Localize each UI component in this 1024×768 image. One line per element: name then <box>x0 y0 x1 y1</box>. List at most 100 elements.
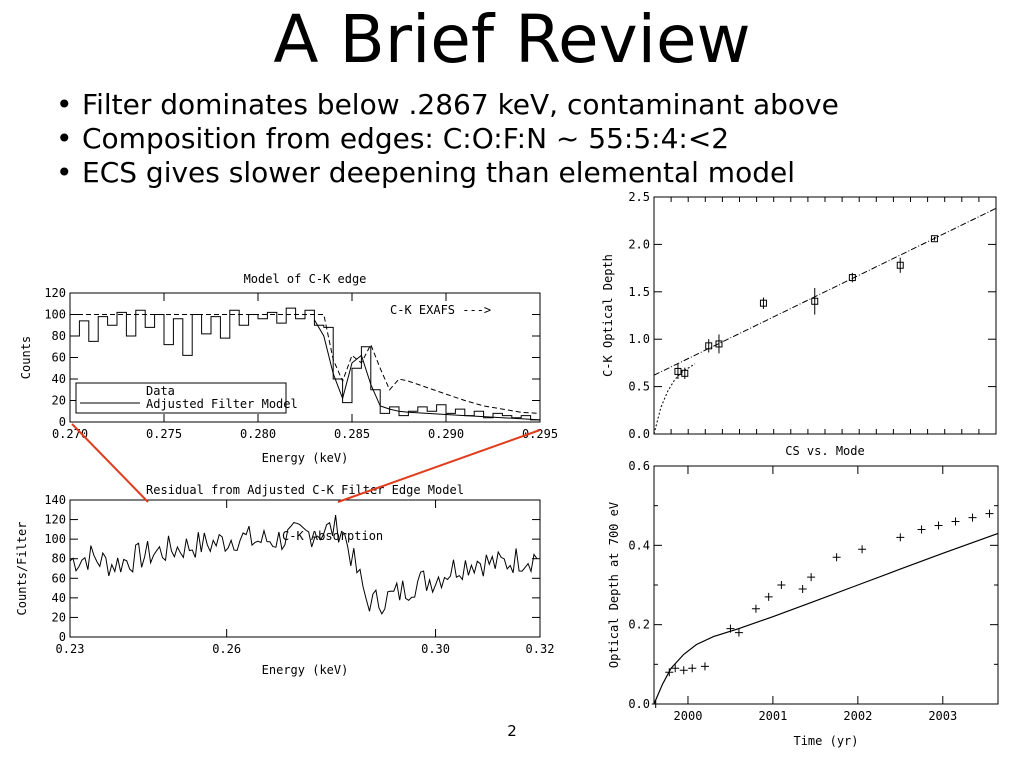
data-point <box>705 342 713 350</box>
y-axis-label: Counts/Filter <box>15 522 29 616</box>
y-tick-label: 40 <box>52 372 66 386</box>
data-point <box>665 668 674 677</box>
legend-entry: Data <box>146 384 175 398</box>
chart-title: Model of C-K edge <box>244 272 367 286</box>
zoom-connector-line <box>71 423 149 503</box>
y-tick-label: 1.5 <box>628 285 650 299</box>
y-tick-label: 60 <box>52 351 66 365</box>
y-tick-label: 2.5 <box>628 190 650 204</box>
y-tick-label: 20 <box>52 610 66 624</box>
x-tick-label: 0.23 <box>56 642 85 656</box>
data-point <box>896 261 904 269</box>
y-tick-label: 0.0 <box>628 697 650 711</box>
x-tick-label: 0.285 <box>334 427 370 441</box>
y-tick-label: 0 <box>59 415 66 429</box>
x-tick-label: 0.280 <box>240 427 276 441</box>
x-tick-label: 0.275 <box>146 427 182 441</box>
legend-entry: Adjusted Filter Model <box>146 397 298 411</box>
y-tick-label: 120 <box>44 286 66 300</box>
slide-title: A Brief Review <box>273 1 751 78</box>
y-tick-label: 0.5 <box>628 380 650 394</box>
annotation-label: C-K Absorption <box>282 529 383 543</box>
x-tick-label: 0.26 <box>212 642 241 656</box>
y-tick-label: 80 <box>52 552 66 566</box>
series-line-1 <box>69 515 538 615</box>
y-tick-label: 0.0 <box>628 427 650 441</box>
data-point <box>679 666 688 675</box>
data-point <box>934 521 943 530</box>
data-point <box>764 592 773 601</box>
y-tick-label: 0.6 <box>628 459 650 473</box>
chart-title: CS vs. Mode <box>785 444 864 458</box>
bullet-list: Filter dominates below .2867 keV, contam… <box>56 88 839 190</box>
data-point <box>671 664 680 673</box>
data-point <box>777 581 786 589</box>
plot-frame <box>653 196 997 435</box>
y-tick-label: 40 <box>52 591 66 605</box>
data-point <box>688 664 697 673</box>
series-line-3 <box>313 319 541 421</box>
data-point <box>674 367 682 375</box>
y-tick-label: 20 <box>52 394 66 408</box>
data-point <box>651 700 660 708</box>
chart-title: Residual from Adjusted C-K Filter Edge M… <box>146 483 464 497</box>
series-line-2 <box>70 314 541 414</box>
y-tick-label: 140 <box>44 493 66 507</box>
y-tick-label: 0.2 <box>628 618 650 632</box>
data-point <box>896 533 905 542</box>
data-point <box>681 369 689 377</box>
x-axis-label: Energy (keV) <box>262 451 349 465</box>
bullet-item: Filter dominates below .2867 keV, contam… <box>56 88 839 122</box>
plot-frame <box>653 465 999 705</box>
data-point <box>734 628 743 637</box>
y-tick-label: 0.4 <box>628 538 650 552</box>
fit-line <box>653 207 997 376</box>
page-number: 2 <box>507 722 517 740</box>
x-tick-label: 0.32 <box>526 642 555 656</box>
y-tick-label: 100 <box>44 308 66 322</box>
y-tick-label: 120 <box>44 513 66 527</box>
model-curve <box>653 532 999 705</box>
plot-frame <box>69 499 541 638</box>
x-tick-label: 2002 <box>843 709 872 723</box>
x-tick-label: 0.290 <box>428 427 464 441</box>
y-axis-label: Optical Depth at 700 eV <box>607 502 621 668</box>
data-point <box>985 509 994 518</box>
x-axis-label: Energy (keV) <box>262 663 349 677</box>
y-tick-label: 100 <box>44 532 66 546</box>
data-point <box>917 525 926 534</box>
zoom-connector-line <box>337 429 541 503</box>
data-point <box>858 545 867 554</box>
data-point <box>759 299 767 307</box>
data-point <box>848 274 856 282</box>
data-point <box>715 340 723 348</box>
bullet-item: Composition from edges: C:O:F:N ~ 55:5:4… <box>56 122 839 156</box>
x-axis-label: Time (yr) <box>793 734 858 748</box>
bullet-item: ECS gives slower deepening than elementa… <box>56 156 839 190</box>
data-point <box>930 235 938 243</box>
data-point <box>700 662 709 671</box>
x-tick-label: 0.30 <box>421 642 450 656</box>
x-tick-label: 0.295 <box>522 427 558 441</box>
annotation-label: C-K EXAFS ---> <box>390 303 491 317</box>
data-point <box>951 517 960 526</box>
data-point <box>968 513 977 522</box>
data-point <box>807 573 816 582</box>
data-point <box>751 604 760 613</box>
data-point <box>726 624 735 633</box>
x-tick-label: 2001 <box>758 709 787 723</box>
y-axis-label: C-K Optical Depth <box>601 254 615 377</box>
data-point <box>832 553 841 562</box>
y-axis-label: Counts <box>19 336 33 379</box>
x-tick-label: 2003 <box>928 709 957 723</box>
y-tick-label: 80 <box>52 329 66 343</box>
y-tick-label: 2.0 <box>628 237 650 251</box>
y-tick-label: 60 <box>52 571 66 585</box>
y-tick-label: 1.0 <box>628 332 650 346</box>
data-point <box>811 297 819 305</box>
legend-box <box>75 382 287 414</box>
x-tick-label: 2000 <box>674 709 703 723</box>
y-tick-label: 0 <box>59 630 66 644</box>
data-point <box>798 584 807 593</box>
